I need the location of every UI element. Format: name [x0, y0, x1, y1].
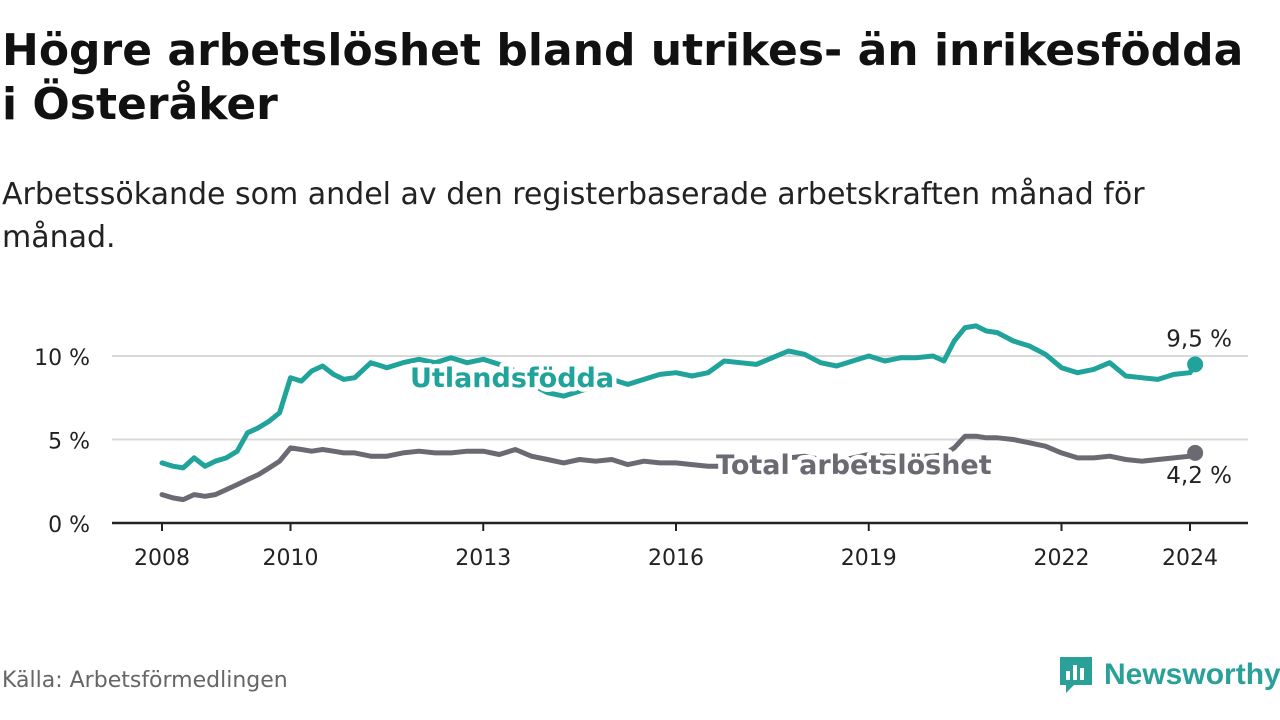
end-label-utlandsfodda: 9,5 %	[1166, 326, 1232, 352]
y-tick-label: 5 %	[48, 430, 90, 455]
series-label-utlandsfodda-halo: Utlandsfödda	[410, 363, 614, 394]
source-note: Källa: Arbetsförmedlingen	[2, 668, 288, 693]
series-label-utlandsfodda: Utlandsfödda	[410, 363, 614, 394]
series-line-utlandsfodda	[159, 323, 1198, 471]
series-label-total-halo: Total arbetslöshet	[716, 450, 992, 481]
x-tick-label: 2008	[134, 546, 190, 571]
x-tick-label: 2013	[455, 546, 511, 571]
y-tick-label: 10 %	[34, 346, 90, 371]
end-label-total: 4,2 %	[1166, 463, 1232, 489]
newsworthy-logo-icon	[1060, 657, 1092, 693]
x-tick-label: 2024	[1162, 546, 1218, 571]
brand-logo: Newsworthy	[1058, 652, 1280, 698]
chart-subtitle: Arbetssökande som andel av den registerb…	[2, 177, 1145, 255]
end-point-total	[1187, 444, 1204, 461]
end-point-utlandsfodda	[1187, 356, 1204, 373]
x-tick-label: 2016	[648, 546, 704, 571]
x-tick-label: 2019	[841, 546, 897, 571]
y-tick-label: 0 %	[48, 513, 90, 538]
x-tick-label: 2010	[263, 546, 319, 571]
brand-name: Newsworthy	[1104, 658, 1280, 691]
chart-title: Högre arbetslöshet bland utrikes- än inr…	[2, 25, 1244, 130]
series-label-total: Total arbetslöshet	[716, 450, 992, 481]
x-tick-label: 2022	[1034, 546, 1090, 571]
series-line-total	[159, 433, 1198, 503]
